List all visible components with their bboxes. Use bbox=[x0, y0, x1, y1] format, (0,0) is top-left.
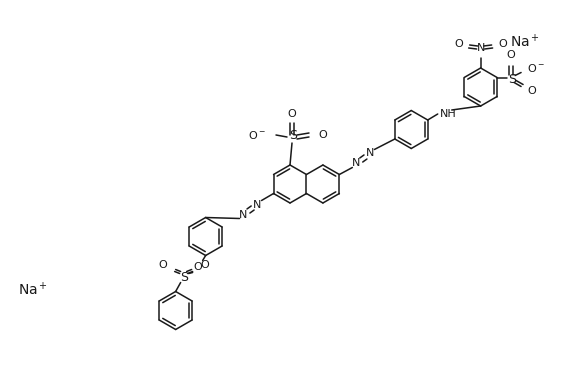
Text: O: O bbox=[158, 259, 166, 270]
Text: O: O bbox=[200, 259, 210, 270]
Text: NH: NH bbox=[439, 109, 456, 119]
Text: O: O bbox=[318, 130, 327, 140]
Text: N: N bbox=[253, 200, 262, 209]
Text: O: O bbox=[527, 86, 536, 97]
Text: N: N bbox=[352, 159, 361, 168]
Text: S: S bbox=[508, 73, 516, 86]
Text: O: O bbox=[287, 109, 297, 119]
Text: O: O bbox=[499, 39, 507, 49]
Text: O: O bbox=[194, 262, 202, 273]
Text: O: O bbox=[507, 50, 516, 59]
Text: N: N bbox=[476, 43, 485, 53]
Text: Na$^+$: Na$^+$ bbox=[510, 33, 540, 51]
Text: N: N bbox=[366, 149, 374, 159]
Text: O$^-$: O$^-$ bbox=[248, 129, 266, 141]
Text: S: S bbox=[289, 129, 297, 142]
Text: O$^-$: O$^-$ bbox=[527, 62, 545, 73]
Text: O: O bbox=[454, 39, 463, 49]
Text: Na$^+$: Na$^+$ bbox=[18, 281, 48, 299]
Text: N: N bbox=[240, 209, 248, 220]
Text: S: S bbox=[180, 271, 188, 284]
